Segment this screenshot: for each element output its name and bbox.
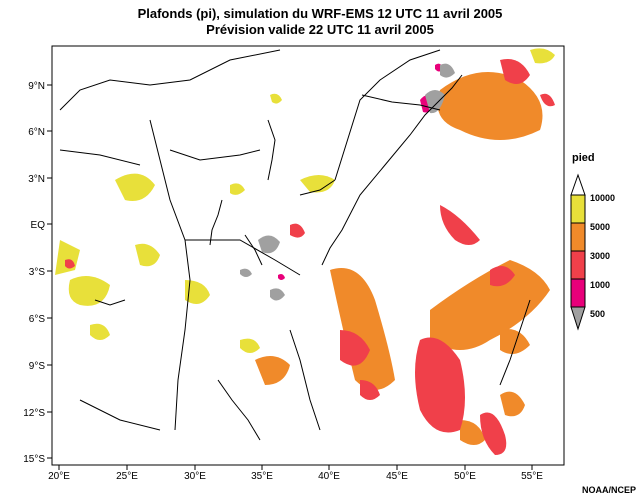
lat-tick-label: 12°S xyxy=(23,408,45,419)
map-frame xyxy=(51,45,565,466)
angola-border xyxy=(79,399,161,431)
legend-level-label: 500 xyxy=(590,309,606,319)
lat-tick-label: 6°N xyxy=(28,127,45,138)
lake-boundary-1 xyxy=(209,199,223,246)
lon-tick-label: 25°E xyxy=(116,471,138,482)
east-africa-coastline xyxy=(321,74,463,266)
kenya-border xyxy=(299,179,336,196)
nile-border xyxy=(267,119,276,181)
legend-swatch xyxy=(570,306,586,331)
lon-tick-label: 20°E xyxy=(48,471,70,482)
central-border xyxy=(169,149,261,161)
legend-colorbar xyxy=(570,173,586,331)
legend-swatch xyxy=(570,278,586,308)
legend-swatch xyxy=(570,250,586,280)
lat-tick-label: EQ xyxy=(31,220,46,231)
coastline-layer xyxy=(59,49,531,441)
somalia-border xyxy=(361,94,441,111)
map-title-line2: Prévision valide 22 UTC 11 avril 2005 xyxy=(206,22,434,37)
madagascar-coast xyxy=(499,299,531,386)
lon-tick-label: 45°E xyxy=(386,471,408,482)
credit-text: NOAA/NCEP xyxy=(581,485,636,495)
drc-west-border xyxy=(149,119,191,431)
map-title-line1: Plafonds (pi), simulation du WRF-EMS 12 … xyxy=(137,6,503,21)
lon-tick-label: 35°E xyxy=(251,471,273,482)
lat-tick-label: 9°N xyxy=(28,81,45,92)
lake-malawi-shore xyxy=(217,379,261,441)
lon-tick-label: 40°E xyxy=(318,471,340,482)
equatorial-border xyxy=(185,239,301,276)
legend-title: pied xyxy=(572,152,595,164)
ethiopia-border xyxy=(334,49,441,181)
legend-level-label: 5000 xyxy=(590,222,611,232)
border-west-1 xyxy=(94,299,126,306)
lat-tick-label: 15°S xyxy=(23,454,45,465)
legend-level-label: 10000 xyxy=(590,193,616,203)
legend-swatch xyxy=(570,194,586,224)
west-border-2 xyxy=(59,149,141,166)
ceiling-field-layer xyxy=(55,48,555,455)
legend-top-triangle xyxy=(570,173,586,196)
lat-tick-label: 6°S xyxy=(29,314,46,325)
lat-tick-label: 3°N xyxy=(28,174,45,185)
legend-swatch xyxy=(570,222,586,252)
lon-tick-label: 55°E xyxy=(521,471,543,482)
lake-victoria-shore xyxy=(244,234,263,266)
legend-level-label: 3000 xyxy=(590,251,611,261)
legend-level-label: 1000 xyxy=(590,280,611,290)
lon-tick-label: 30°E xyxy=(184,471,206,482)
mozambique-coast xyxy=(289,329,321,431)
lat-tick-label: 3°S xyxy=(29,267,46,278)
lat-tick-label: 9°S xyxy=(29,361,46,372)
lon-tick-label: 50°E xyxy=(454,471,476,482)
northern-border xyxy=(59,49,281,111)
axis-ticks: 20°E 25°E 30°E 35°E 40°E 45°E 50°E 55°E 9°N 6°N 3°… xyxy=(23,81,543,482)
